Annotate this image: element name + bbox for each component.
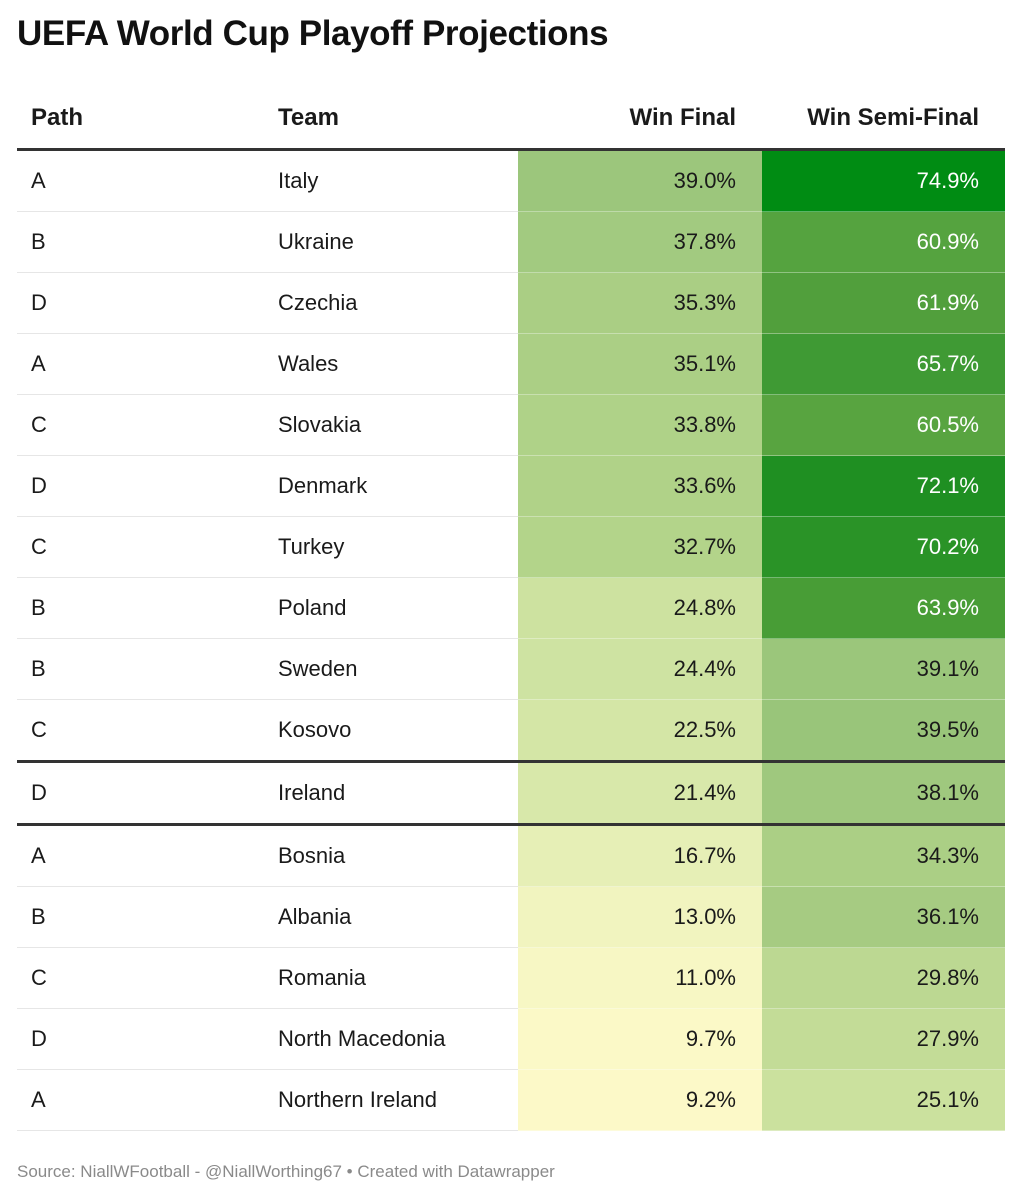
cell-win-final: 9.2% xyxy=(518,1069,762,1131)
cell-win-semi-final: 74.9% xyxy=(762,149,1005,212)
cell-win-semi-final: 60.9% xyxy=(762,211,1005,273)
cell-win-semi-final: 63.9% xyxy=(762,577,1005,639)
cell-team: Kosovo xyxy=(264,699,518,763)
column-header-win-final: Win Final xyxy=(518,88,762,151)
table-row: B Poland 24.8% 63.9% xyxy=(17,577,1005,639)
table-row: D Ireland 21.4% 38.1% xyxy=(17,761,1005,826)
cell-path: D xyxy=(17,272,264,334)
cell-win-semi-final: 38.1% xyxy=(762,761,1005,826)
cell-path: A xyxy=(17,333,264,395)
cell-team: Ireland xyxy=(264,761,518,826)
cell-path: B xyxy=(17,577,264,639)
cell-team: Poland xyxy=(264,577,518,639)
cell-win-final: 32.7% xyxy=(518,516,762,578)
cell-win-semi-final: 25.1% xyxy=(762,1069,1005,1131)
cell-win-final: 24.4% xyxy=(518,638,762,700)
cell-path: B xyxy=(17,211,264,273)
cell-win-semi-final: 60.5% xyxy=(762,394,1005,456)
cell-team: Slovakia xyxy=(264,394,518,456)
cell-path: C xyxy=(17,516,264,578)
table-row: D Denmark 33.6% 72.1% xyxy=(17,455,1005,517)
column-header-team: Team xyxy=(264,88,518,151)
cell-win-final: 39.0% xyxy=(518,149,762,212)
cell-team: Italy xyxy=(264,149,518,212)
table-row: C Slovakia 33.8% 60.5% xyxy=(17,394,1005,456)
cell-win-final: 22.5% xyxy=(518,699,762,763)
cell-team: Czechia xyxy=(264,272,518,334)
cell-path: D xyxy=(17,1008,264,1070)
table-row: A Wales 35.1% 65.7% xyxy=(17,333,1005,395)
cell-team: Northern Ireland xyxy=(264,1069,518,1131)
cell-win-semi-final: 39.5% xyxy=(762,699,1005,763)
cell-path: A xyxy=(17,149,264,212)
table-row: C Kosovo 22.5% 39.5% xyxy=(17,699,1005,763)
cell-team: Sweden xyxy=(264,638,518,700)
table-row: C Romania 11.0% 29.8% xyxy=(17,947,1005,1009)
cell-win-semi-final: 36.1% xyxy=(762,886,1005,948)
table-row: D Czechia 35.3% 61.9% xyxy=(17,272,1005,334)
cell-win-semi-final: 27.9% xyxy=(762,1008,1005,1070)
table-row: B Ukraine 37.8% 60.9% xyxy=(17,211,1005,273)
cell-win-final: 11.0% xyxy=(518,947,762,1009)
cell-win-final: 35.1% xyxy=(518,333,762,395)
table-row: B Sweden 24.4% 39.1% xyxy=(17,638,1005,700)
projections-table: Path Team Win Final Win Semi-Final A Ital… xyxy=(17,88,1005,1131)
table-row: A Bosnia 16.7% 34.3% xyxy=(17,824,1005,887)
cell-win-semi-final: 70.2% xyxy=(762,516,1005,578)
cell-path: C xyxy=(17,699,264,763)
table-row: D North Macedonia 9.7% 27.9% xyxy=(17,1008,1005,1070)
cell-win-semi-final: 61.9% xyxy=(762,272,1005,334)
cell-win-semi-final: 65.7% xyxy=(762,333,1005,395)
cell-path: B xyxy=(17,638,264,700)
cell-path: C xyxy=(17,947,264,1009)
cell-win-semi-final: 39.1% xyxy=(762,638,1005,700)
cell-win-final: 24.8% xyxy=(518,577,762,639)
table-row: A Northern Ireland 9.2% 25.1% xyxy=(17,1069,1005,1131)
cell-team: Turkey xyxy=(264,516,518,578)
table-row: C Turkey 32.7% 70.2% xyxy=(17,516,1005,578)
table-row: A Italy 39.0% 74.9% xyxy=(17,149,1005,212)
table-row: B Albania 13.0% 36.1% xyxy=(17,886,1005,948)
cell-win-final: 13.0% xyxy=(518,886,762,948)
column-header-path: Path xyxy=(17,88,264,151)
cell-win-semi-final: 72.1% xyxy=(762,455,1005,517)
column-header-win-semi-final: Win Semi-Final xyxy=(762,88,1005,151)
cell-team: Bosnia xyxy=(264,824,518,887)
cell-path: C xyxy=(17,394,264,456)
cell-team: Wales xyxy=(264,333,518,395)
header-row: Path Team Win Final Win Semi-Final xyxy=(17,88,1005,151)
cell-path: B xyxy=(17,886,264,948)
cell-team: North Macedonia xyxy=(264,1008,518,1070)
projections-table-container: Path Team Win Final Win Semi-Final A Ital… xyxy=(17,88,1005,1131)
cell-path: D xyxy=(17,455,264,517)
cell-path: A xyxy=(17,824,264,887)
cell-team: Ukraine xyxy=(264,211,518,273)
cell-win-final: 33.8% xyxy=(518,394,762,456)
cell-path: D xyxy=(17,761,264,826)
cell-win-final: 33.6% xyxy=(518,455,762,517)
cell-win-semi-final: 34.3% xyxy=(762,824,1005,887)
cell-win-final: 16.7% xyxy=(518,824,762,887)
cell-win-final: 21.4% xyxy=(518,761,762,826)
cell-win-final: 35.3% xyxy=(518,272,762,334)
cell-win-final: 9.7% xyxy=(518,1008,762,1070)
source-note: Source: NiallWFootball - @NiallWorthing6… xyxy=(17,1162,555,1181)
cell-team: Denmark xyxy=(264,455,518,517)
table-header: Path Team Win Final Win Semi-Final xyxy=(17,88,1005,151)
cell-win-final: 37.8% xyxy=(518,211,762,273)
cell-win-semi-final: 29.8% xyxy=(762,947,1005,1009)
cell-team: Romania xyxy=(264,947,518,1009)
table-body: A Italy 39.0% 74.9% B Ukraine 37.8% 60.9% D Czech… xyxy=(17,149,1005,1131)
chart-title: UEFA World Cup Playoff Projections xyxy=(17,14,609,53)
cell-path: A xyxy=(17,1069,264,1131)
cell-team: Albania xyxy=(264,886,518,948)
